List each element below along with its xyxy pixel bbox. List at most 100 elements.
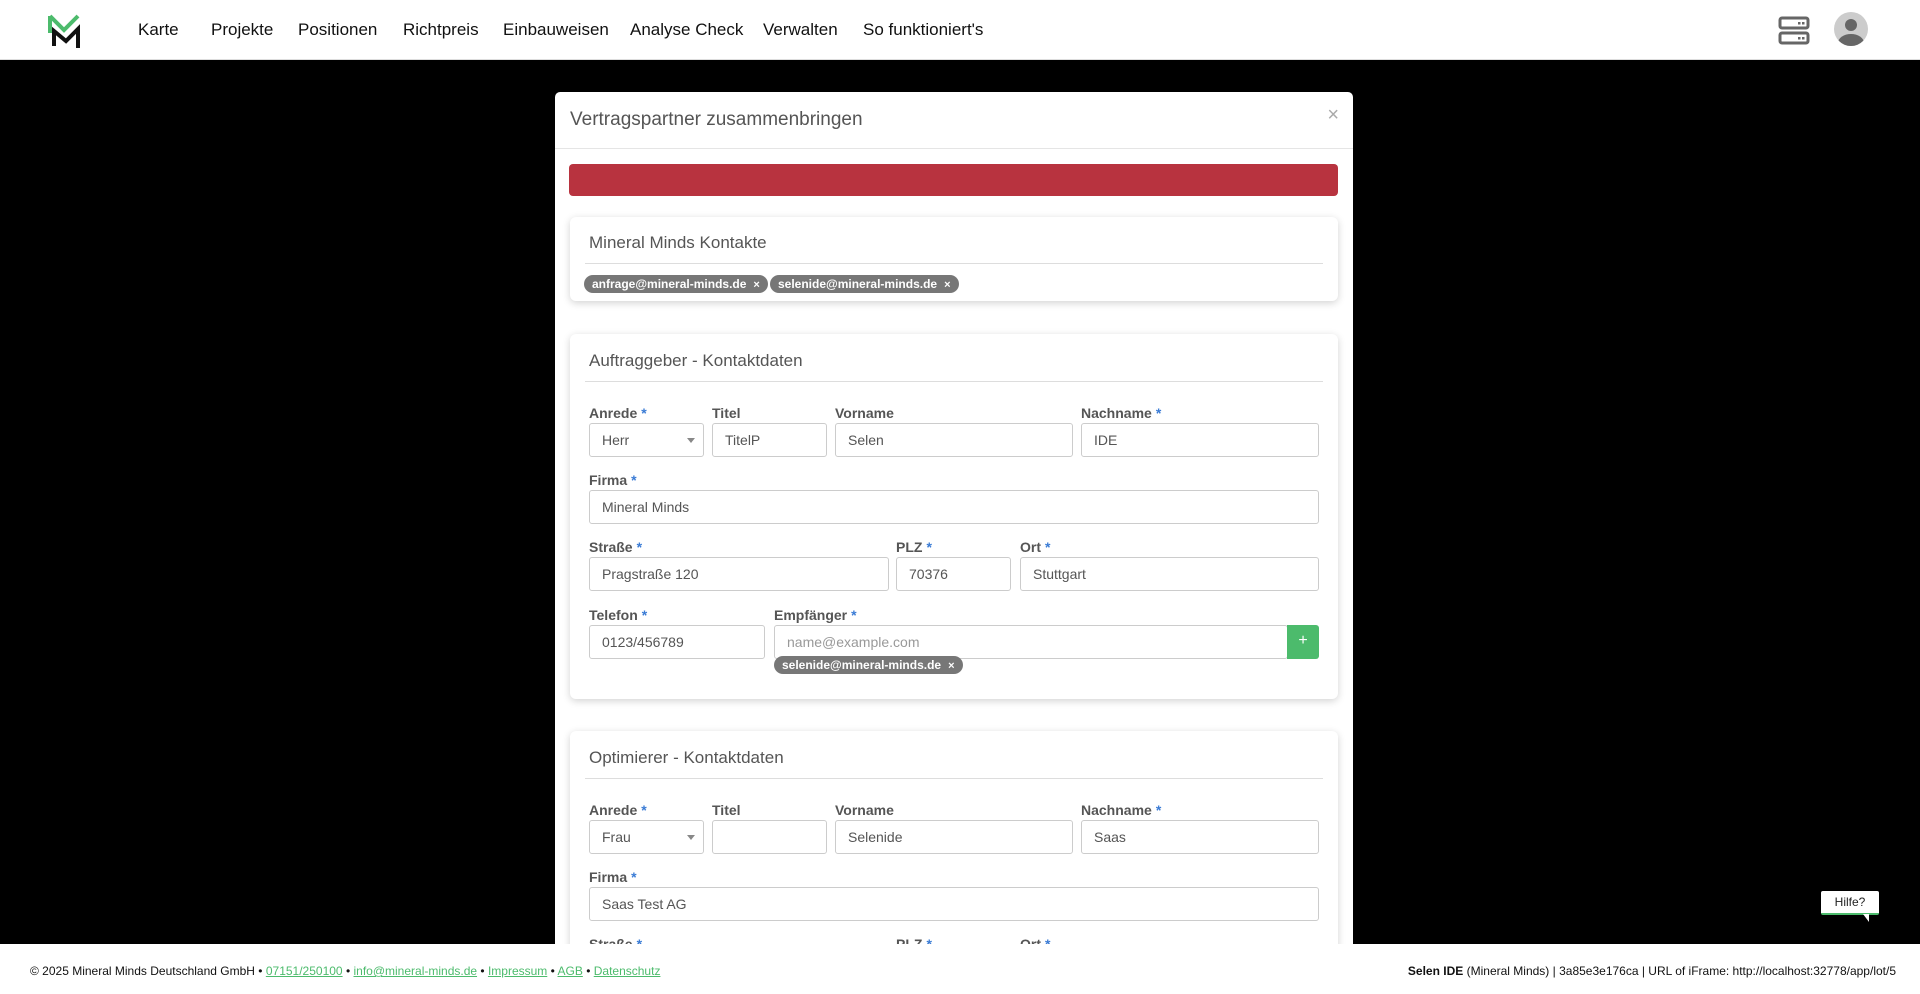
label-ort: Ort * — [1020, 936, 1050, 944]
label-text: Vorname — [835, 405, 894, 421]
nachname-value: Saas — [1094, 829, 1126, 845]
vorname-input[interactable]: Selenide — [835, 820, 1073, 854]
chip-remove-icon[interactable]: × — [753, 279, 760, 291]
nav-item-2[interactable]: Positionen — [298, 20, 378, 39]
nachname-value: IDE — [1094, 432, 1118, 448]
nav-item-3[interactable]: Richtpreis — [403, 20, 479, 39]
telefon-value: 0123/456789 — [602, 634, 684, 650]
separator: • — [480, 964, 485, 978]
label-text: Firma — [589, 869, 628, 885]
divider — [585, 263, 1323, 264]
card-title: Mineral Minds Kontakte — [589, 233, 767, 252]
nav-item-0[interactable]: Karte — [138, 20, 179, 39]
mineral-minds-contacts-card: Mineral Minds Kontakte anfrage@mineral-m… — [570, 217, 1338, 301]
nav-item-7[interactable]: So funktioniert's — [863, 20, 984, 39]
ort-input[interactable]: Stuttgart — [1020, 557, 1319, 591]
label-text: Titel — [712, 802, 741, 818]
anrede-select[interactable]: Herr — [589, 423, 704, 457]
card-title: Auftraggeber - Kontaktdaten — [589, 351, 803, 370]
phone-link[interactable]: 07151/250100 — [265, 964, 343, 978]
titel-input[interactable] — [712, 820, 827, 854]
telefon-input[interactable]: 0123/456789 — [589, 625, 765, 659]
optimierer-card: Optimierer - Kontaktdaten Anrede * Frau Tit… — [570, 731, 1338, 944]
footer: © 2025 Mineral Minds Deutschland GmbH • … — [0, 944, 1920, 994]
label-empfaenger: Empfänger * — [774, 607, 857, 623]
label-text: Nachname — [1081, 405, 1152, 421]
divider — [555, 148, 1353, 149]
nav-item-6[interactable]: Verwalten — [763, 20, 838, 39]
required-mark: * — [636, 539, 643, 555]
label-titel: Titel — [712, 802, 741, 818]
label-plz: PLZ * — [896, 539, 932, 555]
label-text: Ort — [1020, 936, 1041, 944]
label-vorname: Vorname — [835, 802, 894, 818]
user-org: (Mineral Minds) — [1466, 964, 1550, 978]
mineral-minds-logo[interactable] — [47, 13, 85, 49]
chip-label: anfrage@mineral-minds.de — [592, 277, 747, 291]
titel-value: TitelP — [725, 432, 761, 448]
label-text: Titel — [712, 405, 741, 421]
nachname-input[interactable]: IDE — [1081, 423, 1319, 457]
server-icon[interactable] — [1778, 16, 1810, 46]
label-nachname: Nachname * — [1081, 405, 1161, 421]
required-mark: * — [641, 607, 648, 623]
label-firma: Firma * — [589, 472, 637, 488]
label-anrede: Anrede * — [589, 405, 647, 421]
required-mark: * — [631, 472, 637, 488]
strasse-input[interactable]: Pragstraße 120 — [589, 557, 889, 591]
chip-label: selenide@mineral-minds.de — [778, 277, 938, 291]
card-title: Optimierer - Kontaktdaten — [589, 748, 784, 767]
plz-input[interactable]: 70376 — [896, 557, 1011, 591]
required-mark: * — [926, 539, 932, 555]
label-text: PLZ — [896, 539, 923, 555]
anrede-select[interactable]: Frau — [589, 820, 704, 854]
firma-input[interactable]: Mineral Minds — [589, 490, 1319, 524]
datenschutz-link[interactable]: Datenschutz — [593, 964, 661, 978]
close-icon[interactable]: × — [1327, 104, 1339, 126]
titel-input[interactable]: TitelP — [712, 423, 827, 457]
nav-item-4[interactable]: Einbauweisen — [503, 20, 609, 39]
email-chip: anfrage@mineral-minds.de × — [584, 275, 768, 293]
label-firma: Firma * — [589, 869, 637, 885]
email-link[interactable]: info@mineral-minds.de — [353, 964, 478, 978]
label-text: Telefon — [589, 607, 638, 623]
label-text: PLZ — [896, 936, 923, 944]
label-telefon: Telefon * — [589, 607, 647, 623]
label-anrede: Anrede * — [589, 802, 647, 818]
firma-input[interactable]: Saas Test AG — [589, 887, 1319, 921]
email-chip: selenide@mineral-minds.de × — [770, 275, 959, 293]
user-name: Selen IDE — [1407, 964, 1464, 978]
empfaenger-input[interactable]: name@example.com — [774, 625, 1288, 659]
label-text: Anrede — [589, 802, 638, 818]
help-button[interactable]: Hilfe? — [1821, 891, 1879, 922]
vorname-value: Selenide — [848, 829, 903, 845]
label-strasse: Straße * — [589, 936, 642, 944]
nav-item-1[interactable]: Projekte — [211, 20, 274, 39]
separator: • — [550, 964, 555, 978]
required-mark: * — [641, 802, 647, 818]
user-avatar-icon[interactable] — [1834, 12, 1868, 46]
firma-value: Saas Test AG — [602, 896, 687, 912]
chevron-down-icon — [687, 835, 695, 840]
nav-item-5[interactable]: Analyse Check — [630, 20, 744, 39]
label-plz: PLZ * — [896, 936, 932, 944]
modal-title: Vertragspartner zusammenbringen — [570, 109, 863, 130]
label-text: Straße — [589, 539, 633, 555]
error-alert — [569, 164, 1338, 196]
required-mark: * — [1045, 936, 1051, 944]
nachname-input[interactable]: Saas — [1081, 820, 1319, 854]
required-mark: * — [1155, 802, 1162, 818]
separator: • — [345, 964, 351, 978]
chip-remove-icon[interactable]: × — [948, 660, 955, 672]
firma-value: Mineral Minds — [602, 499, 690, 515]
copyright: © 2025 Mineral Minds Deutschland GmbH — [30, 964, 255, 978]
vorname-input[interactable]: Selen — [835, 423, 1073, 457]
vorname-value: Selen — [848, 432, 884, 448]
add-recipient-button[interactable]: + — [1287, 625, 1319, 659]
agb-link[interactable]: AGB — [557, 964, 583, 978]
impressum-link[interactable]: Impressum — [487, 964, 548, 978]
divider — [585, 778, 1323, 779]
anrede-value: Frau — [602, 829, 631, 845]
chip-remove-icon[interactable]: × — [944, 279, 951, 291]
label-text: Straße — [589, 936, 633, 944]
